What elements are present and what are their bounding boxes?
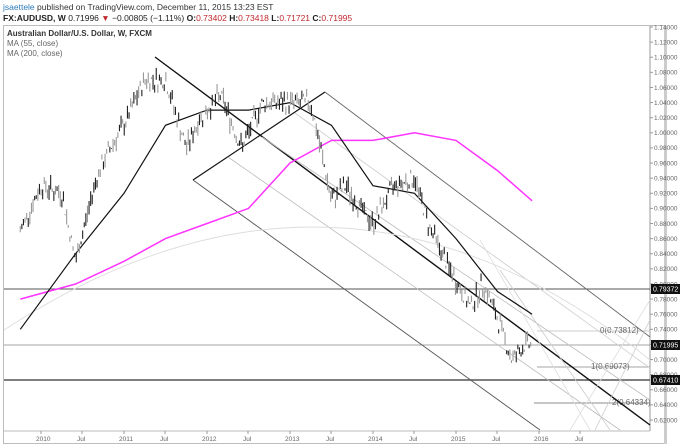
symbol-info: FX:AUDUSD, W 0.71996 ▼ −0.00805 (−1.11%)… (3, 13, 352, 23)
svg-text:1.06000: 1.06000 (654, 85, 678, 92)
svg-text:2011: 2011 (119, 436, 133, 443)
svg-text:2013: 2013 (285, 436, 300, 443)
svg-text:0.82000: 0.82000 (654, 266, 678, 273)
price-label-079372: 0.79372 (653, 287, 678, 294)
fib-1-label: 1(0.69073) (591, 362, 630, 371)
svg-text:1.04000: 1.04000 (654, 100, 678, 107)
publish-text: published on TradingView.com, December 1… (37, 2, 274, 12)
close-label: C: (312, 13, 322, 23)
chart-legend: Australian Dollar/U.S. Dollar, W, FXCM M… (7, 29, 152, 59)
svg-text:Jul: Jul (160, 436, 169, 443)
svg-text:1.02000: 1.02000 (654, 115, 678, 122)
svg-text:0.98000: 0.98000 (654, 145, 678, 152)
svg-text:1.14000: 1.14000 (654, 24, 678, 31)
fib-2-label: 2(0.64334) (612, 398, 651, 407)
svg-text:Jul: Jul (243, 436, 252, 443)
svg-text:2012: 2012 (202, 436, 217, 443)
legend-ma200[interactable]: MA (200, close) (7, 49, 63, 58)
last-price: 0.71996 (68, 13, 99, 23)
svg-text:0.64000: 0.64000 (654, 402, 678, 409)
svg-text:0.78000: 0.78000 (654, 296, 678, 303)
down-arrow-icon: ▼ (101, 13, 110, 23)
svg-text:0.84000: 0.84000 (654, 251, 678, 258)
low-label: L: (271, 13, 280, 23)
price-label-last: 0.71995 (653, 343, 678, 350)
high-value: 0.73418 (238, 13, 269, 23)
ma55-line (19, 101, 533, 330)
fib-0-label: 0(0.73812) (600, 326, 639, 335)
svg-text:1.10000: 1.10000 (654, 55, 678, 62)
svg-text:2016: 2016 (534, 436, 549, 443)
price-label-067410: 0.67410 (653, 378, 678, 385)
price-bars (19, 67, 532, 364)
svg-text:0.88000: 0.88000 (654, 221, 678, 228)
svg-text:0.86000: 0.86000 (654, 236, 678, 243)
svg-text:1.00000: 1.00000 (654, 130, 678, 137)
svg-text:0.66000: 0.66000 (654, 387, 678, 394)
close-value: 0.71995 (321, 13, 353, 23)
svg-text:Jul: Jul (575, 436, 584, 443)
open-label: O: (186, 13, 197, 23)
svg-text:0.62000: 0.62000 (654, 417, 678, 424)
svg-text:0.76000: 0.76000 (654, 312, 678, 319)
svg-text:0.96000: 0.96000 (654, 160, 678, 167)
svg-text:2014: 2014 (368, 436, 383, 443)
svg-text:0.92000: 0.92000 (654, 191, 678, 198)
legend-ma55[interactable]: MA (55, close) (7, 39, 59, 48)
high-label: H: (229, 13, 239, 23)
svg-text:0.74000: 0.74000 (654, 327, 678, 334)
svg-text:Jul: Jul (492, 436, 501, 443)
time-axis: 2010 Jul 2011 Jul 2012 Jul 2013 Jul 2014 Jul 2015 J… (36, 431, 584, 443)
price-axis: 1.14000 1.12000 1.10000 1.08000 1.06000 1.040… (650, 24, 678, 424)
open-value: 0.73402 (196, 13, 227, 23)
publisher-link[interactable]: jsaettele (3, 2, 35, 12)
price-change: −0.00805 (−1.11%) (112, 13, 185, 23)
svg-text:2010: 2010 (36, 436, 51, 443)
svg-text:Jul: Jul (77, 436, 86, 443)
low-value: 0.71721 (279, 13, 311, 23)
svg-text:2015: 2015 (451, 436, 466, 443)
legend-title: Australian Dollar/U.S. Dollar, W, FXCM (7, 29, 152, 38)
svg-text:Jul: Jul (326, 436, 335, 443)
svg-text:0.70000: 0.70000 (654, 357, 678, 364)
svg-text:1.12000: 1.12000 (654, 39, 678, 46)
publish-info: jsaettele published on TradingView.com, … (3, 2, 273, 12)
svg-text:1.08000: 1.08000 (654, 70, 678, 77)
svg-text:0.90000: 0.90000 (654, 206, 678, 213)
svg-text:0.94000: 0.94000 (654, 175, 678, 182)
svg-text:Jul: Jul (409, 436, 418, 443)
symbol: FX:AUDUSD, W (3, 13, 66, 23)
ma200-line (20, 132, 533, 300)
